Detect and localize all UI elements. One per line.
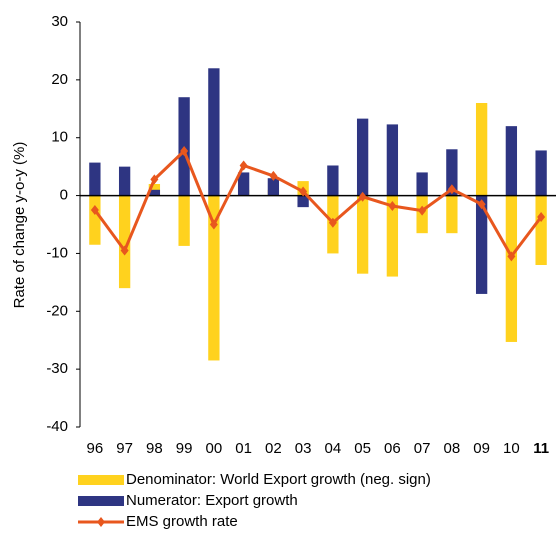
marker [90, 205, 99, 216]
marker [269, 170, 278, 181]
x-tick-label: 98 [146, 440, 163, 457]
legend-swatch [78, 496, 124, 506]
legend-swatch [78, 475, 124, 485]
bar [446, 149, 458, 196]
x-tick-label: 03 [295, 440, 312, 457]
bar [386, 124, 399, 196]
bar [178, 195, 190, 246]
marker [150, 174, 159, 185]
bar [118, 195, 131, 289]
x-tick-label: 96 [87, 440, 104, 457]
bar [208, 68, 220, 196]
marker [299, 186, 308, 197]
bar [148, 184, 161, 196]
bar [475, 195, 488, 294]
x-tick-label: 05 [354, 440, 371, 457]
legend-label: EMS growth rate [126, 513, 238, 530]
bar [208, 195, 220, 361]
bar [356, 118, 369, 196]
bar [148, 189, 161, 196]
marker [537, 211, 546, 222]
line [93, 149, 543, 258]
marker [507, 251, 516, 262]
marker [120, 245, 129, 256]
bar [356, 195, 369, 274]
bar [535, 150, 547, 196]
bar [446, 195, 458, 234]
y-tick-label: 20 [51, 71, 68, 88]
x-tick-label: 06 [384, 440, 401, 457]
bar [118, 166, 131, 196]
marker [328, 217, 337, 228]
x-tick-label: 11 [533, 440, 549, 457]
x-tick-label: 07 [414, 440, 431, 457]
bar [237, 172, 250, 196]
marker [180, 146, 189, 157]
bar [475, 103, 488, 196]
marker [209, 219, 218, 230]
x-tick-label: 99 [176, 440, 193, 457]
bar [89, 162, 101, 196]
x-tick-label: 04 [325, 440, 342, 457]
bar [89, 195, 101, 245]
bar [267, 178, 280, 196]
marker [239, 160, 248, 171]
y-axis-label: Rate of change y-o-y (%) [11, 142, 28, 309]
bar [505, 126, 518, 196]
y-tick-label: -30 [46, 360, 68, 377]
legend-label: Numerator: Export growth [126, 492, 298, 509]
bar [535, 195, 547, 265]
y-tick-label: -10 [46, 244, 68, 261]
marker [388, 200, 397, 211]
marker [447, 184, 456, 195]
x-tick-label: 09 [473, 440, 490, 457]
bar [297, 195, 309, 208]
legend-marker [97, 517, 105, 527]
x-tick-label: 10 [503, 440, 520, 457]
bar [505, 195, 518, 342]
bar [416, 172, 428, 196]
x-tick-label: 02 [265, 440, 282, 457]
x-tick-label: 00 [206, 440, 223, 457]
y-tick-label: -20 [46, 302, 68, 319]
x-tick-label: 97 [116, 440, 133, 457]
bar [386, 195, 399, 277]
x-tick-label: 08 [444, 440, 461, 457]
marker [358, 191, 367, 202]
y-tick-label: 10 [51, 129, 68, 146]
legend-label: Denominator: World Export growth (neg. s… [126, 471, 431, 488]
bar [327, 165, 339, 196]
y-tick-label: 0 [60, 187, 68, 204]
y-tick-label: 30 [51, 13, 68, 30]
marker [418, 205, 427, 216]
x-tick-label: 01 [235, 440, 252, 457]
y-tick-label: -40 [46, 418, 68, 435]
marker [477, 199, 486, 210]
